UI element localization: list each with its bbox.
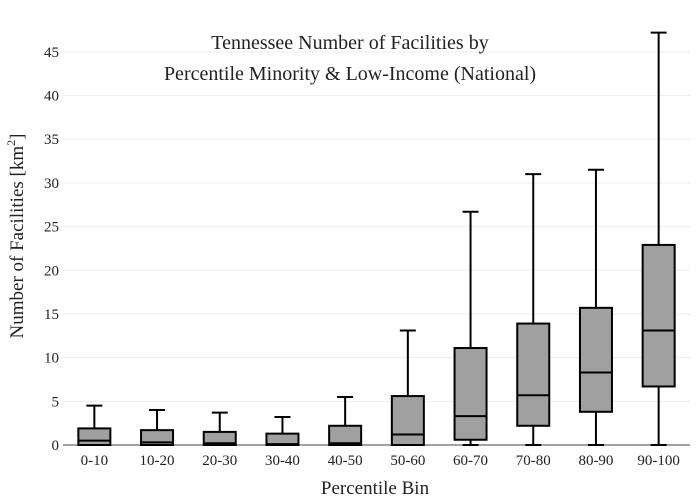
y-axis-title-main: Number of Facilities [km [7,146,28,339]
x-tick-label: 40-50 [328,453,363,469]
iqr-box [328,424,363,447]
y-tick-label: 5 [52,394,60,410]
iqr-box [202,430,237,447]
y-axis-title-close: ] [7,134,28,140]
box-plot-10-20 [140,409,175,447]
y-tick-label: 10 [44,351,59,367]
box-plot-0-10 [77,404,112,446]
y-tick-label: 20 [44,263,59,279]
y-tick-label: 40 [44,89,59,105]
y-tick-label: 25 [44,220,59,236]
box-plot-80-90 [578,168,613,446]
iqr-box [390,395,425,446]
y-tick-label: 0 [52,438,60,454]
box-series [77,31,676,447]
x-axis-title: Percentile Bin [321,478,430,499]
iqr-box [578,306,613,413]
iqr-box [641,243,676,388]
chart-title-line-1: Tennessee Number of Facilities by [211,32,488,54]
x-tick-label: 80-90 [578,453,613,469]
iqr-box [516,322,551,427]
box-plot-60-70 [453,210,488,446]
iqr-box [140,429,175,447]
box-plot-30-40 [265,416,300,447]
iqr-box [453,347,488,441]
box-plot-90-100 [641,31,676,446]
x-tick-label: 0-10 [81,453,109,469]
iqr-box [77,427,112,446]
y-tick-label: 35 [44,132,59,148]
tick-labels: 0 5 10 15 20 25 30 35 40 45 0-10 10-20 20-30 30-40 40-… [44,45,680,469]
x-tick-label: 10-20 [140,453,175,469]
x-tick-label: 30-40 [265,453,300,469]
chart-title-line-2: Percentile Minority & Low-Income (Nation… [164,63,536,85]
grid-lines [63,51,690,402]
box-plot-50-60 [390,329,425,446]
y-axis-title-superscript: 2 [4,140,18,146]
x-tick-label: 60-70 [453,453,488,469]
y-tick-label: 30 [44,176,59,192]
x-tick-label: 50-60 [390,453,425,469]
box-plot-40-50 [328,395,363,447]
y-axis-title: Number of Facilities [km2] [4,134,28,339]
x-tick-label: 20-30 [202,453,237,469]
x-tick-label: 90-100 [637,453,680,469]
box-plot-70-80 [516,173,551,446]
x-tick-label: 70-80 [516,453,551,469]
y-tick-label: 45 [44,45,59,61]
y-tick-label: 15 [44,307,59,323]
box-plot-20-30 [202,411,237,447]
